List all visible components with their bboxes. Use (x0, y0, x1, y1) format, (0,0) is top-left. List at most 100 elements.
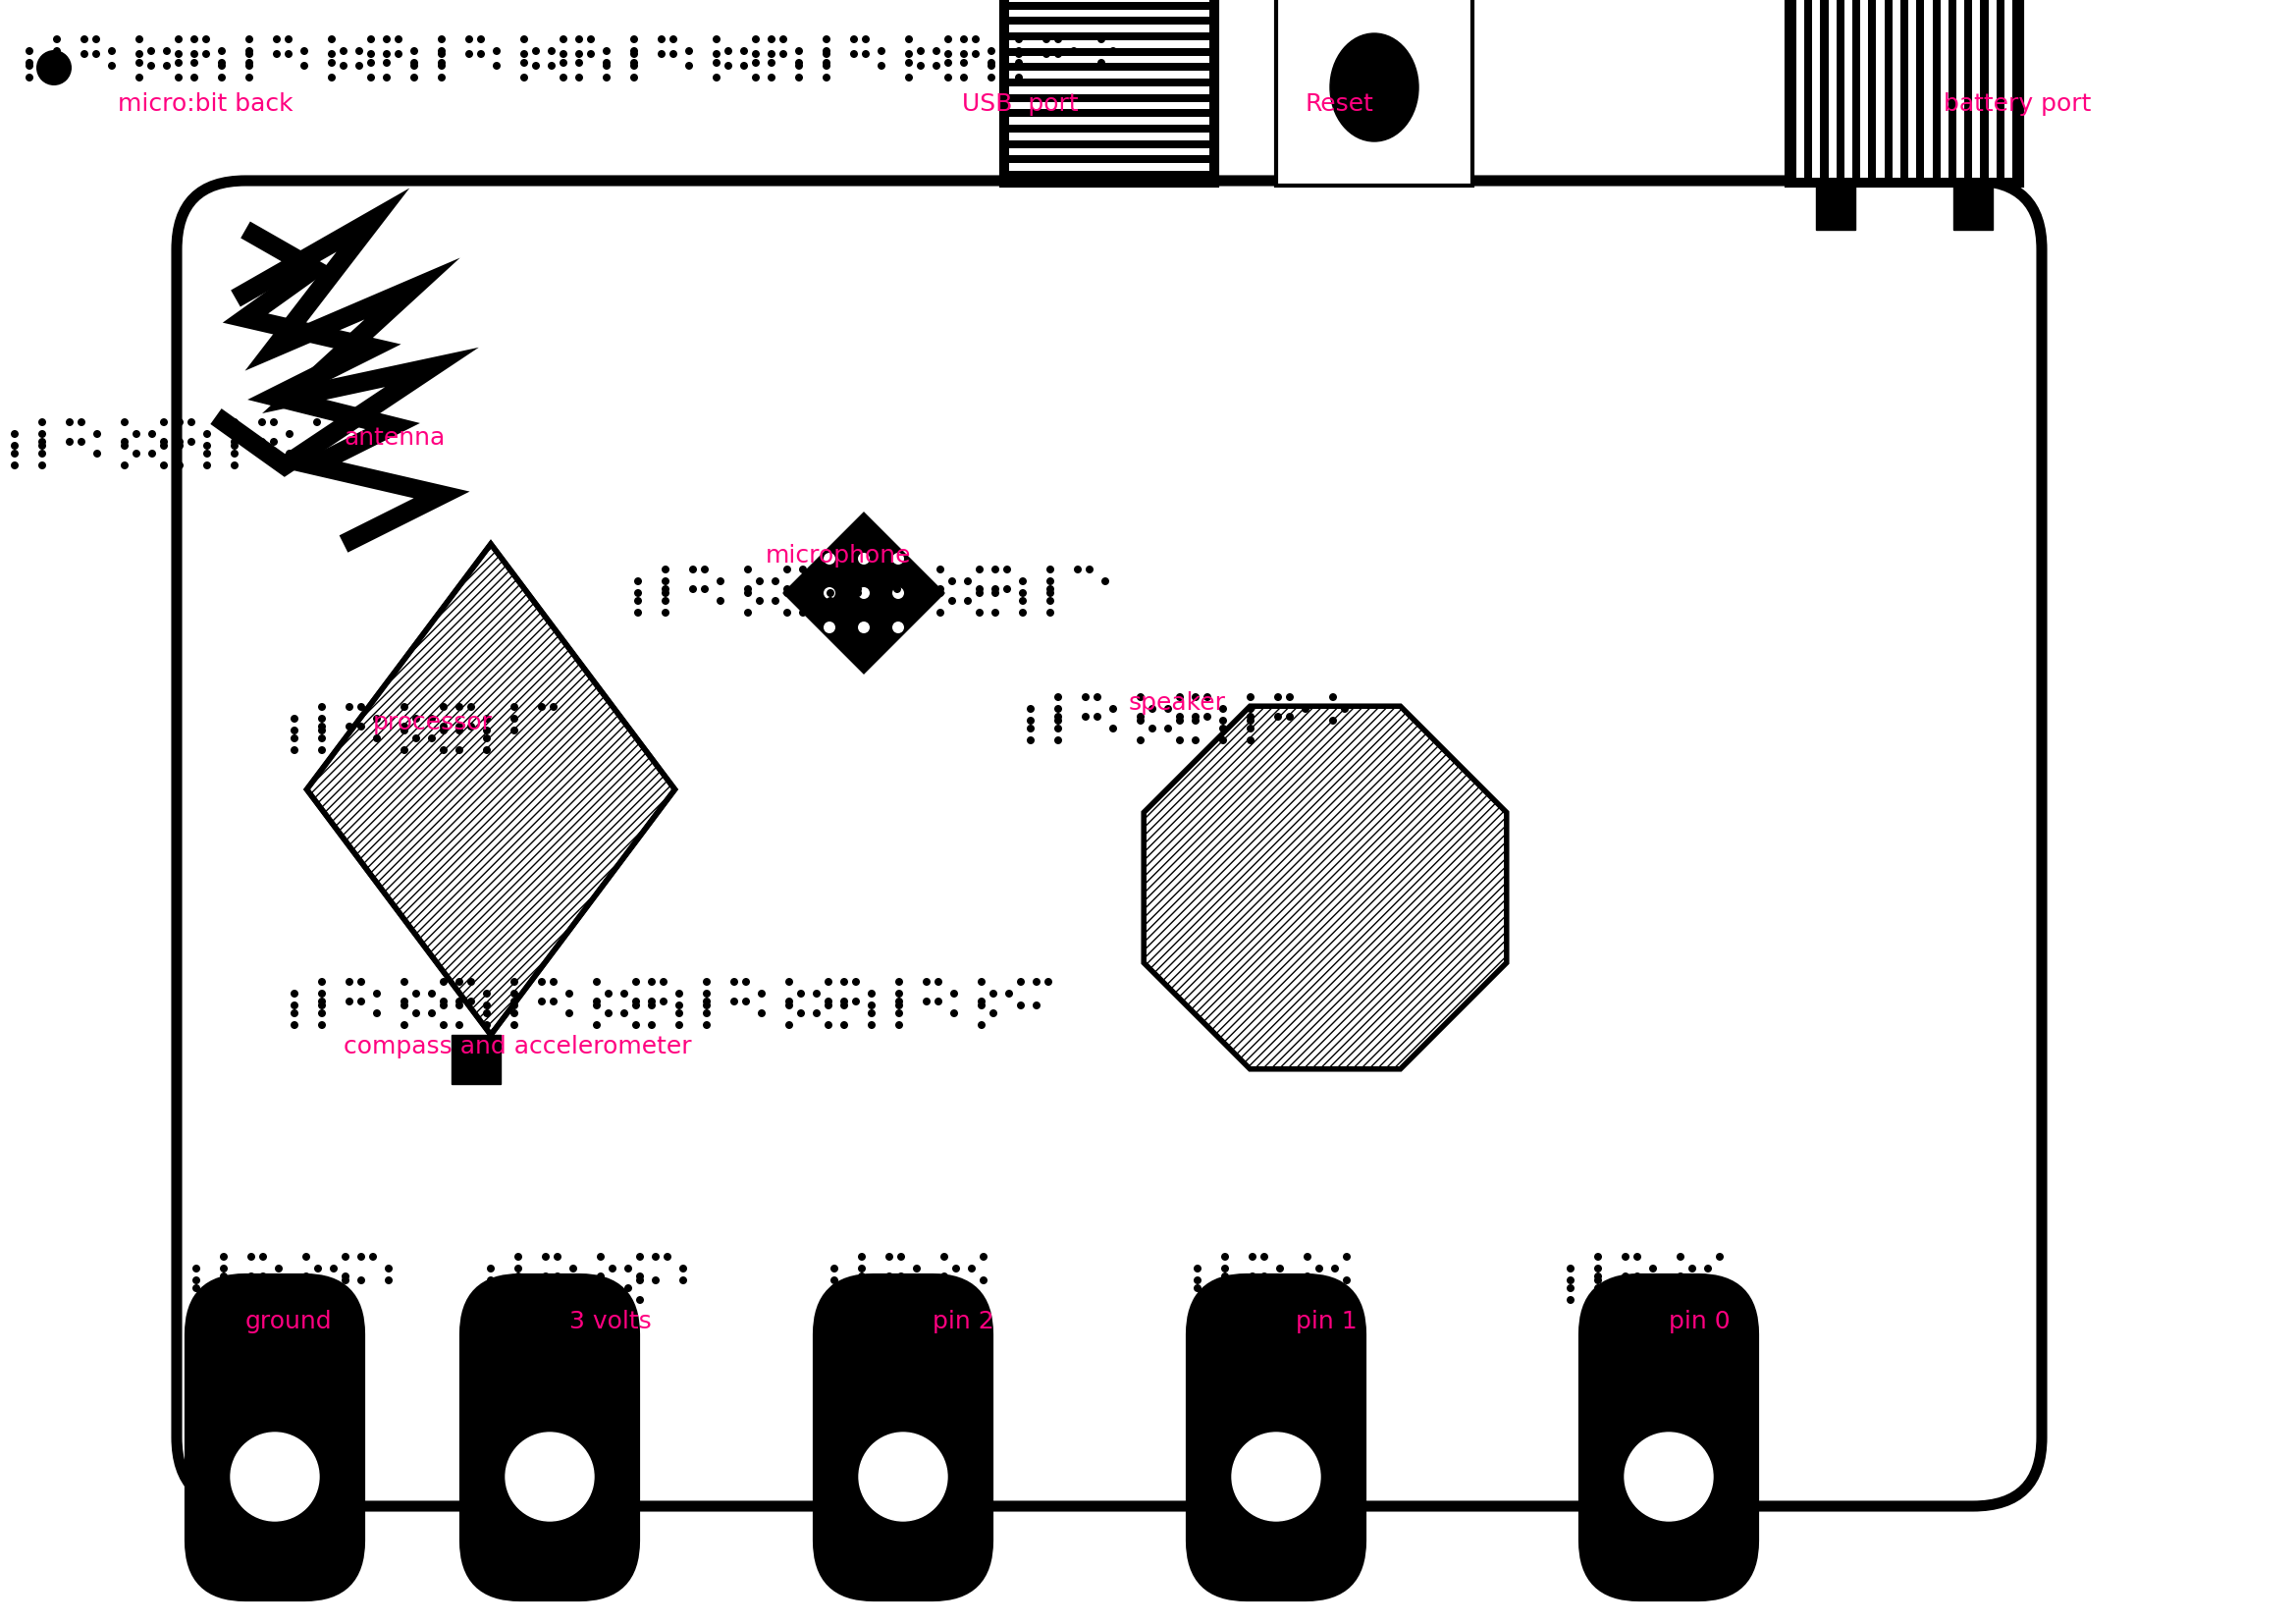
Circle shape (510, 703, 519, 711)
Circle shape (193, 1265, 200, 1273)
Circle shape (246, 36, 253, 44)
Circle shape (1676, 1276, 1685, 1285)
Circle shape (1316, 1285, 1322, 1293)
Circle shape (810, 585, 820, 593)
Circle shape (1194, 1265, 1201, 1273)
Circle shape (1003, 585, 1010, 593)
Circle shape (25, 73, 34, 81)
Circle shape (331, 1285, 338, 1293)
Circle shape (976, 609, 983, 617)
Circle shape (220, 1296, 227, 1304)
Circle shape (367, 58, 374, 67)
Circle shape (220, 1276, 227, 1285)
Circle shape (824, 997, 833, 1005)
Bar (1812, 0, 1821, 177)
Circle shape (893, 622, 905, 633)
Circle shape (514, 1265, 521, 1273)
Circle shape (220, 1265, 227, 1273)
Circle shape (689, 565, 698, 573)
Circle shape (661, 609, 670, 617)
Circle shape (771, 578, 778, 585)
Circle shape (629, 36, 638, 44)
Circle shape (992, 590, 999, 598)
Circle shape (797, 1010, 806, 1017)
Circle shape (514, 1296, 521, 1304)
Circle shape (730, 978, 739, 986)
Circle shape (877, 47, 886, 55)
Circle shape (859, 1252, 866, 1260)
Circle shape (620, 989, 629, 997)
Circle shape (647, 1002, 657, 1010)
Circle shape (703, 997, 712, 1005)
Circle shape (301, 47, 308, 55)
Circle shape (592, 1021, 602, 1030)
Circle shape (854, 565, 861, 573)
Circle shape (482, 745, 491, 754)
Circle shape (661, 590, 670, 598)
Circle shape (202, 430, 211, 438)
Circle shape (413, 989, 420, 997)
Circle shape (1026, 736, 1035, 744)
Circle shape (537, 997, 546, 1005)
Circle shape (854, 590, 861, 598)
Circle shape (827, 590, 833, 598)
Circle shape (372, 1010, 381, 1017)
Circle shape (135, 50, 142, 58)
Circle shape (202, 36, 209, 44)
Circle shape (859, 1285, 866, 1293)
Circle shape (730, 997, 739, 1005)
Circle shape (751, 36, 760, 44)
Bar (1010, 102, 1210, 109)
Circle shape (292, 734, 298, 742)
Circle shape (744, 590, 751, 598)
Circle shape (576, 50, 583, 58)
Circle shape (1054, 713, 1063, 721)
Circle shape (1017, 1002, 1024, 1010)
Circle shape (1566, 1265, 1575, 1273)
Circle shape (177, 438, 184, 445)
Circle shape (576, 36, 583, 44)
Circle shape (246, 58, 253, 67)
Circle shape (1026, 705, 1035, 713)
Circle shape (122, 419, 129, 425)
Circle shape (797, 989, 806, 997)
Circle shape (1042, 50, 1049, 58)
Circle shape (257, 419, 266, 425)
Circle shape (319, 703, 326, 711)
Circle shape (1109, 705, 1118, 713)
Circle shape (1019, 578, 1026, 585)
Bar (1010, 117, 1210, 125)
Circle shape (344, 723, 354, 731)
Bar (1010, 162, 1210, 171)
Circle shape (1176, 716, 1185, 724)
Circle shape (549, 47, 556, 55)
Circle shape (1192, 716, 1199, 724)
Circle shape (455, 978, 464, 986)
Circle shape (400, 723, 409, 731)
Circle shape (783, 590, 792, 598)
Circle shape (514, 1276, 521, 1285)
Circle shape (514, 1252, 521, 1260)
Circle shape (478, 50, 484, 58)
Circle shape (604, 989, 613, 997)
Circle shape (246, 73, 253, 81)
Circle shape (1304, 1276, 1311, 1285)
Circle shape (342, 1273, 349, 1280)
Circle shape (326, 450, 333, 458)
Circle shape (468, 703, 475, 711)
Circle shape (521, 36, 528, 44)
Circle shape (1015, 50, 1022, 58)
Circle shape (521, 50, 528, 58)
Circle shape (1593, 1265, 1603, 1273)
Circle shape (824, 622, 836, 633)
Circle shape (367, 73, 374, 81)
Circle shape (689, 585, 698, 593)
Circle shape (358, 997, 365, 1005)
Circle shape (827, 598, 833, 604)
Circle shape (893, 585, 900, 593)
Circle shape (1003, 565, 1010, 573)
Circle shape (510, 715, 519, 723)
Circle shape (1221, 1252, 1228, 1260)
Circle shape (319, 723, 326, 731)
Circle shape (1329, 693, 1336, 702)
